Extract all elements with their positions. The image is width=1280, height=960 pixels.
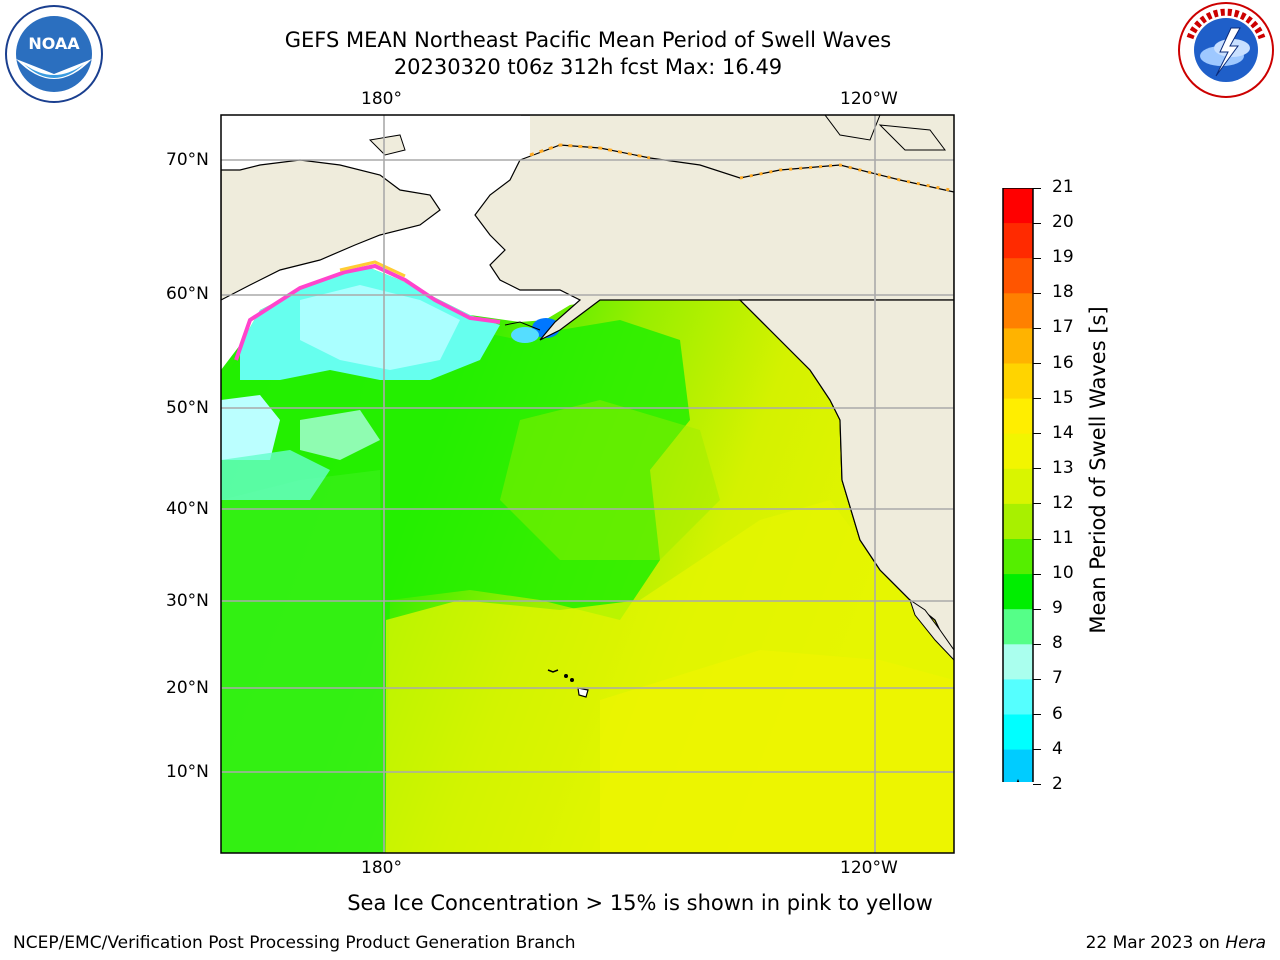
colorbar-tick-label: 2 xyxy=(1052,773,1063,794)
colorbar-tick-mark xyxy=(1033,187,1041,189)
colorbar-tick-label: 9 xyxy=(1052,598,1063,619)
colorbar xyxy=(1002,187,1034,821)
colorbar-swatch xyxy=(1003,293,1033,329)
colorbar-swatch xyxy=(1003,609,1033,645)
colorbar-swatch xyxy=(1003,188,1033,224)
colorbar-tick-mark xyxy=(1033,292,1041,294)
colorbar-tick-mark xyxy=(1033,608,1041,610)
colorbar-swatch xyxy=(1003,749,1033,786)
colorbar-tick-mark xyxy=(1033,468,1041,470)
colorbar-swatch xyxy=(1003,433,1033,470)
colorbar-tick-mark xyxy=(1033,678,1041,680)
colorbar-tick-mark xyxy=(1033,257,1041,259)
colorbar-tick-label: 4 xyxy=(1052,738,1063,759)
colorbar-tick-label: 6 xyxy=(1052,703,1063,724)
colorbar-tick-label: 12 xyxy=(1052,492,1074,513)
colorbar-tick-label: 10 xyxy=(1052,563,1074,584)
colorbar-tick-label: 17 xyxy=(1052,317,1074,338)
footer-date: 22 Mar 2023 on Hera xyxy=(1086,933,1266,953)
lat-label-60n: 60°N xyxy=(166,284,209,304)
lon-label-top-120w: 120°W xyxy=(840,89,898,109)
colorbar-tick-label: 13 xyxy=(1052,457,1074,478)
colorbar-tick-mark xyxy=(1033,643,1041,645)
colorbar-tick-mark xyxy=(1033,784,1041,786)
lon-label-bottom-120w: 120°W xyxy=(840,858,898,878)
nws-logo xyxy=(1176,0,1276,100)
colorbar-swatch xyxy=(1003,644,1033,680)
colorbar-tick-label: 16 xyxy=(1052,352,1074,373)
lat-label-40n: 40°N xyxy=(166,499,209,519)
colorbar-swatch xyxy=(1003,503,1033,540)
lat-label-50n: 50°N xyxy=(166,398,209,418)
colorbar-tick-mark xyxy=(1033,398,1041,400)
colorbar-tick-label: 21 xyxy=(1052,177,1074,197)
footer-producer: NCEP/EMC/Verification Post Processing Pr… xyxy=(13,933,576,953)
colorbar-label: Mean Period of Swell Waves [s] xyxy=(1086,306,1110,634)
colorbar-tick-mark xyxy=(1033,749,1041,751)
colorbar-swatch xyxy=(1003,679,1033,715)
colorbar-swatch xyxy=(1003,468,1033,505)
colorbar-tick-mark xyxy=(1033,538,1041,540)
colorbar-tick-label: 15 xyxy=(1052,387,1074,408)
colorbar-swatch xyxy=(1003,398,1033,435)
colorbar-tick-label: 14 xyxy=(1052,422,1074,443)
colorbar-tick-label: 7 xyxy=(1052,668,1063,689)
chart-title-line2: 20230320 t06z 312h fcst Max: 16.49 xyxy=(393,55,783,79)
lon-label-bottom-180: 180° xyxy=(361,858,402,878)
svg-text:NOAA: NOAA xyxy=(28,34,80,53)
colorbar-tick-label: 19 xyxy=(1052,247,1074,268)
colorbar-swatch xyxy=(1003,258,1033,294)
colorbar-tick-mark xyxy=(1033,573,1041,575)
colorbar-tick-label: 11 xyxy=(1052,528,1074,548)
sea-ice-note: Sea Ice Concentration > 15% is shown in … xyxy=(347,891,933,915)
lat-label-70n: 70°N xyxy=(166,150,209,170)
colorbar-tick-mark xyxy=(1033,222,1041,224)
lon-label-top-180: 180° xyxy=(361,89,402,109)
colorbar-tick-mark xyxy=(1033,503,1041,505)
lat-label-30n: 30°N xyxy=(166,591,209,611)
chart-title-line1: GEFS MEAN Northeast Pacific Mean Period … xyxy=(284,28,892,52)
colorbar-swatch xyxy=(1003,223,1033,259)
colorbar-tick-mark xyxy=(1033,714,1041,715)
colorbar-swatch xyxy=(1003,363,1033,400)
colorbar-swatch xyxy=(1003,574,1033,610)
colorbar-tick-mark xyxy=(1033,433,1041,435)
footer-machine: Hera xyxy=(1225,933,1266,953)
colorbar-tick-mark xyxy=(1033,363,1041,364)
colorbar-tick-label: 18 xyxy=(1052,282,1074,303)
lat-label-10n: 10°N xyxy=(166,762,209,782)
colorbar-tick-mark xyxy=(1033,327,1041,329)
colorbar-tick-label: 20 xyxy=(1052,212,1074,233)
colorbar-swatch xyxy=(1003,539,1033,575)
colorbar-swatch xyxy=(1003,328,1033,364)
colorbar-swatch xyxy=(1003,714,1033,751)
lat-label-20n: 20°N xyxy=(166,678,209,698)
footer-date-text: 22 Mar 2023 on xyxy=(1085,933,1226,953)
noaa-logo: NOAA xyxy=(4,4,104,104)
colorbar-tick-label: 8 xyxy=(1052,633,1063,654)
